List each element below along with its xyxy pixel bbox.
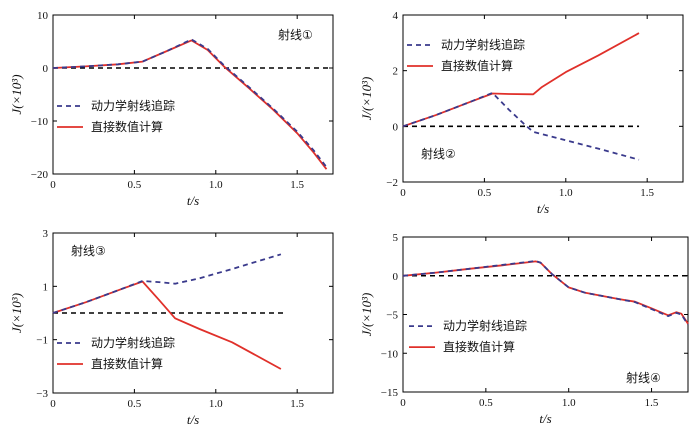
y-tick-label: 2 [393,66,399,78]
y-axis-label: J(×10³) [9,293,24,333]
chart-panel-4: 0 0.5 1.0 1.5 −15 −10 −5 0 5 t/s J/(×10³) 动力学射线追踪直接… [359,232,689,426]
x-tick-label: 0.5 [479,397,493,409]
legend-label-ray-tracing: 动力学射线追踪 [91,335,175,350]
x-tick-label: 0.5 [128,179,142,191]
plot-frame [402,236,689,393]
series-line-direct-numerical [52,280,282,370]
y-tick-label: −1 [36,335,48,347]
x-axis-label: t/s [539,411,551,426]
chart-panel-2: 0 0.5 1.0 1.5−2024t/sJ/(×10³)动力学射线追踪直接数值计算射… [359,10,684,216]
x-tick-label: 0 [50,398,56,410]
y-tick-label: −10 [31,116,49,128]
y-axis-label: J(×10³) [9,74,24,114]
y-tick-label: −2 [386,177,398,189]
x-tick-label: 1.0 [209,179,223,191]
y-axis-label: J/(×10³) [359,77,374,121]
plot-frame [402,14,684,183]
y-tick-label: −10 [381,348,399,360]
series-line-direct-numerical [402,260,689,325]
x-axis-label: t/s [537,201,549,216]
y-tick-label: 5 [393,232,399,244]
legend-label-direct-numerical: 直接数值计算 [91,356,163,371]
chart-panel-1: 0 0.5 1.0 1.5 −20 −10 0 10 t/s J(×10³) 动力学射线追踪直接数值… [9,10,334,208]
y-tick-label: −5 [386,310,398,322]
legend-label-ray-tracing: 动力学射线追踪 [443,318,527,333]
y-tick-label: 0 [393,271,399,283]
panel-title: 射线③ [71,243,106,258]
y-tick-label: 4 [393,10,399,22]
x-tick-label: 1.5 [290,398,304,410]
y-tick-label: −20 [31,169,49,181]
panel-title: 射线② [421,146,456,161]
x-tick-label: 1.0 [209,398,223,410]
x-tick-label: 0 [400,187,406,199]
x-tick-label: 1.0 [562,397,576,409]
y-tick-label: 0 [393,121,399,133]
legend-label-ray-tracing: 动力学射线追踪 [441,37,525,52]
y-tick-label: 0 [43,63,49,75]
x-tick-label: 0 [50,179,56,191]
x-tick-label: 0 [400,397,406,409]
x-tick-label: 1.0 [559,187,573,199]
y-tick-label: 3 [43,228,49,240]
x-tick-label: 1.5 [290,179,304,191]
y-tick-label: 1 [43,281,49,293]
series-line-ray-tracing [52,38,328,168]
x-tick-label: 1.5 [640,187,654,199]
series-line-ray-tracing [52,253,282,314]
x-tick-label: 1.5 [645,397,659,409]
series-line-ray-tracing [402,92,640,161]
legend-label-direct-numerical: 直接数值计算 [441,58,513,73]
y-tick-label: −15 [381,387,399,399]
panel-title: 射线④ [626,370,661,385]
panel-title: 射线① [278,27,313,42]
x-axis-label: t/s [187,193,199,208]
plot-frame [52,14,334,175]
legend-label-ray-tracing: 动力学射线追踪 [91,98,175,113]
y-tick-label: 10 [37,10,49,22]
x-tick-label: 0.5 [478,187,492,199]
legend-label-direct-numerical: 直接数值计算 [91,119,163,134]
x-axis-label: t/s [187,412,199,427]
y-tick-label: −3 [36,388,48,400]
series-line-direct-numerical [402,32,640,128]
legend-label-direct-numerical: 直接数值计算 [443,339,515,354]
x-tick-label: 0.5 [128,398,142,410]
y-axis-label: J/(×10³) [359,293,374,337]
series-line-ray-tracing [402,260,689,326]
